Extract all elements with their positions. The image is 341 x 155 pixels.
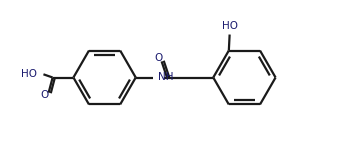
Text: O: O	[154, 53, 162, 62]
Text: NH: NH	[158, 72, 174, 82]
Text: HO: HO	[21, 69, 38, 78]
Text: HO: HO	[222, 20, 238, 31]
Text: O: O	[41, 90, 49, 100]
